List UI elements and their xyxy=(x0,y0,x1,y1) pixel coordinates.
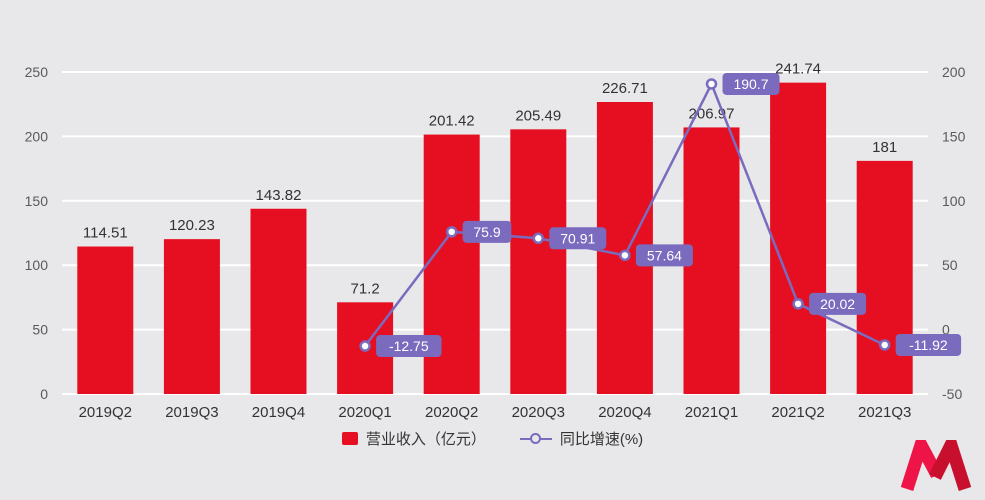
growth-legend-swatch xyxy=(519,432,552,446)
left-axis-tick: 50 xyxy=(32,322,48,338)
chart-legend: 营业收入（亿元） 同比增速(%) xyxy=(0,428,985,449)
legend-item-revenue[interactable]: 营业收入（亿元） xyxy=(341,428,486,449)
growth-value-badge xyxy=(809,292,867,315)
growth-value-badge xyxy=(549,227,607,250)
x-axis-label-2020Q3: 2020Q3 xyxy=(512,404,565,421)
growth-point-marker xyxy=(445,226,458,238)
left-axis-tick: 200 xyxy=(25,128,49,144)
brand-logo xyxy=(900,440,972,491)
growth-value-label: 20.02 xyxy=(820,296,855,312)
right-axis-tick: 100 xyxy=(942,193,966,209)
growth-point-marker xyxy=(792,298,804,310)
bar-value-label: 205.49 xyxy=(515,107,561,124)
chart-area: 0 50 100 150 200 250 -50 0 50 100 150 200 114.51 120.… xyxy=(25,61,966,421)
bar-2019Q2 xyxy=(77,246,134,394)
bar-value-label: 241.74 xyxy=(775,61,821,78)
bar-value-label: 71.2 xyxy=(350,280,379,297)
x-axis-label-2019Q3: 2019Q3 xyxy=(165,404,218,421)
brand-logo-left-stroke xyxy=(900,440,943,491)
bar-value-label: 181 xyxy=(872,139,897,156)
bar-2020Q3 xyxy=(510,129,567,395)
growth-legend-label: 同比增速(%) xyxy=(559,431,644,448)
growth-value-label: -11.92 xyxy=(909,337,948,353)
left-axis-tick: 150 xyxy=(25,193,49,209)
growth-value-label: 57.64 xyxy=(647,247,682,263)
left-axis-tick: 250 xyxy=(25,64,49,80)
bar-value-label: 226.71 xyxy=(602,80,648,97)
revenue-legend-swatch xyxy=(341,432,358,445)
legend-item-growth[interactable]: 同比增速(%) xyxy=(519,428,644,449)
growth-point-marker xyxy=(705,78,718,90)
growth-value-label: 190.7 xyxy=(733,76,768,92)
x-axis-label-2021Q2: 2021Q2 xyxy=(771,404,824,421)
brand-logo-right-stroke xyxy=(929,440,972,491)
x-axis-label-2020Q4: 2020Q4 xyxy=(598,404,651,421)
chart-svg: 0 50 100 150 200 250 -50 0 50 100 150 200 114.51 120.… xyxy=(25,61,966,421)
growth-point-marker xyxy=(359,340,371,352)
right-axis-tick: -50 xyxy=(942,386,962,402)
left-axis-tick: 0 xyxy=(40,386,48,402)
right-axis-tick: 150 xyxy=(942,128,966,144)
bar-2021Q3 xyxy=(856,160,913,394)
growth-value-badge xyxy=(462,220,512,243)
bar-2019Q3 xyxy=(163,239,220,394)
growth-point-marker xyxy=(878,339,891,351)
growth-value-badge xyxy=(635,244,693,267)
growth-value-badge xyxy=(895,333,962,356)
bar-2021Q2 xyxy=(770,82,827,394)
growth-value-badge xyxy=(722,72,780,95)
revenue-legend-label: 营业收入（亿元） xyxy=(365,431,486,448)
growth-value-badge xyxy=(376,335,442,358)
left-axis-tick: 100 xyxy=(25,257,49,273)
bar-value-label: 120.23 xyxy=(169,217,215,234)
growth-point-marker xyxy=(619,249,631,262)
x-axis-label-2021Q1: 2021Q1 xyxy=(685,404,738,421)
x-axis-label-2020Q1: 2020Q1 xyxy=(338,404,391,421)
right-axis-tick: 0 xyxy=(942,322,950,338)
growth-legend-marker xyxy=(529,433,541,444)
growth-value-label: -12.75 xyxy=(389,338,429,354)
x-axis-label-2020Q2: 2020Q2 xyxy=(425,404,478,421)
growth-value-label: 70.91 xyxy=(560,230,595,246)
bar-value-label: 201.42 xyxy=(429,113,475,130)
right-axis-tick: 200 xyxy=(942,64,966,80)
x-axis-label-2019Q4: 2019Q4 xyxy=(252,404,305,421)
right-axis-tick: 50 xyxy=(942,257,958,273)
bar-value-label: 114.51 xyxy=(83,225,128,242)
growth-value-label: 75.9 xyxy=(473,224,500,240)
bar-value-label: 206.97 xyxy=(689,105,735,122)
bar-value-label: 143.82 xyxy=(256,187,302,204)
growth-point-marker xyxy=(532,232,545,245)
x-axis-label-2019Q2: 2019Q2 xyxy=(79,404,132,421)
bar-2019Q4 xyxy=(250,208,307,394)
x-axis-label-2021Q3: 2021Q3 xyxy=(858,404,911,421)
